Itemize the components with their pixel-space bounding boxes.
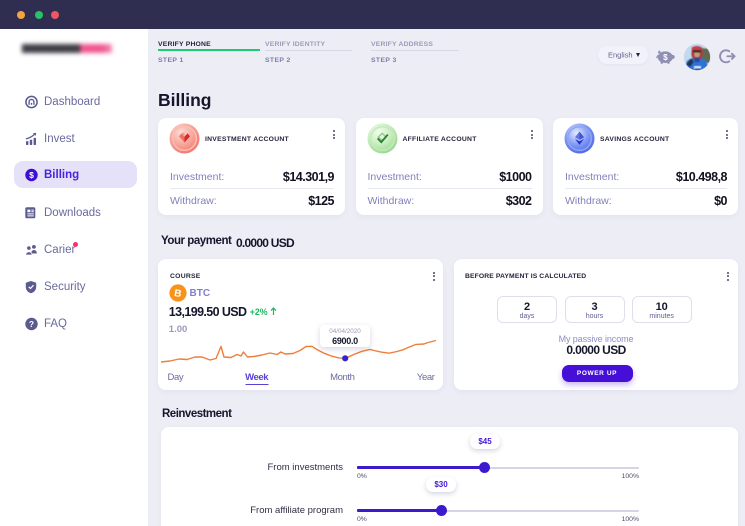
svg-text:$: $ <box>29 170 34 180</box>
svg-text:?: ? <box>29 319 34 329</box>
svg-text:$: $ <box>663 53 668 62</box>
svg-text:B: B <box>173 288 182 300</box>
